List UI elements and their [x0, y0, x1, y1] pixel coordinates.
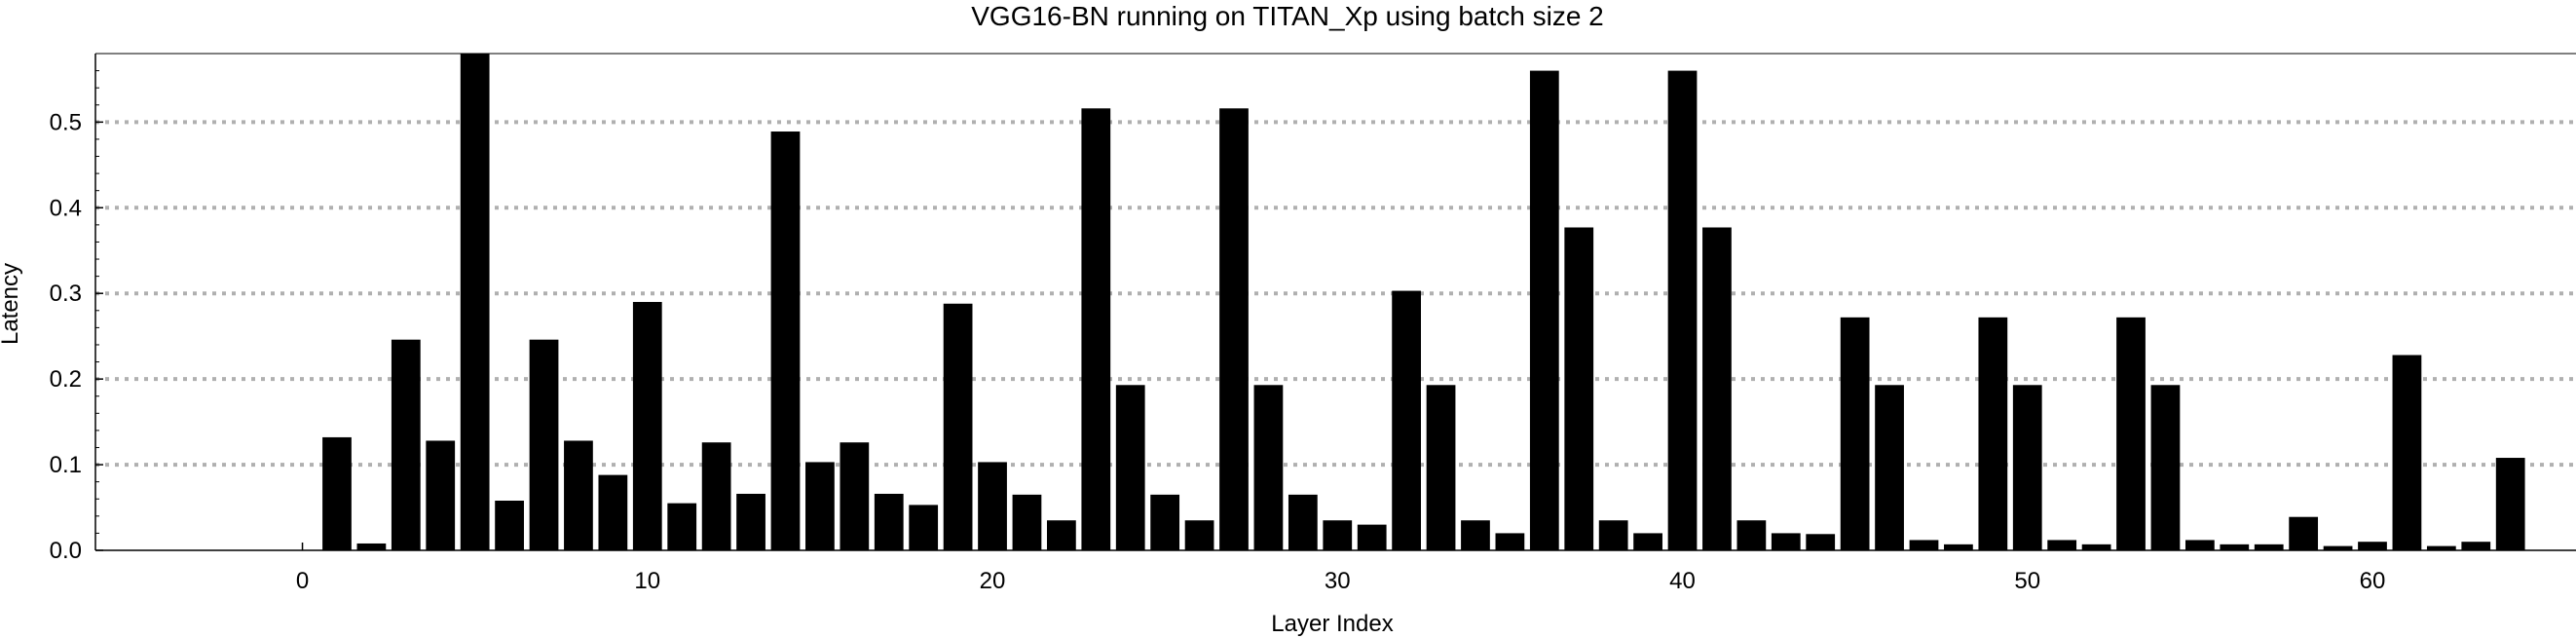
bar [701, 442, 731, 550]
y-tick-label: 0.5 [50, 109, 82, 135]
bar [874, 493, 904, 550]
bar [1495, 533, 1525, 550]
x-tick-label: 10 [634, 568, 660, 594]
bar [2495, 458, 2525, 550]
bar [495, 501, 524, 550]
x-tick-label: 30 [1325, 568, 1351, 594]
bar [1529, 70, 1559, 550]
y-tick-label: 0.3 [50, 281, 82, 307]
bar [1667, 70, 1698, 550]
bar [1012, 494, 1042, 550]
bar [1150, 494, 1180, 550]
bar [1598, 520, 1628, 550]
bar [1357, 524, 1387, 550]
bar [391, 339, 421, 550]
bar [1426, 385, 1456, 550]
bar [2150, 385, 2181, 550]
bar [736, 493, 765, 550]
tick-labels: 0.0 0.1 0.2 0.3 0.4 0.5 0 10 20 30 40 50 60 [50, 109, 2386, 594]
bar [1840, 317, 1870, 550]
x-tick-label: 40 [1669, 568, 1696, 594]
bar [909, 505, 939, 550]
bar [2461, 542, 2491, 550]
x-tick-label: 0 [296, 568, 309, 594]
bar [2184, 540, 2215, 550]
bar [2254, 544, 2284, 550]
bar [840, 442, 870, 550]
x-axis-label: Layer Index [1271, 611, 1393, 637]
bar [1219, 108, 1249, 550]
bar [460, 54, 490, 550]
bar [529, 339, 559, 550]
bar [805, 462, 835, 550]
bar [2392, 355, 2422, 550]
bar [598, 474, 628, 550]
bar [1461, 520, 1490, 550]
bar [564, 440, 593, 550]
bar [1806, 534, 1836, 550]
bar [1253, 385, 1284, 550]
bar [1909, 540, 1939, 550]
bar [1288, 494, 1318, 550]
bar [1115, 385, 1145, 550]
bar [1702, 227, 1732, 550]
bar [1046, 520, 1076, 550]
bar [1875, 385, 1904, 550]
bar [1633, 533, 1662, 550]
y-tick-label: 0.0 [50, 538, 82, 564]
bar [978, 462, 1007, 550]
bar [2116, 317, 2146, 550]
y-tick-label: 0.2 [50, 366, 82, 393]
bars [322, 54, 2525, 550]
bar [2047, 540, 2077, 550]
y-axis-label: Latency [0, 263, 23, 345]
bar [1392, 290, 1421, 550]
bar [770, 131, 801, 550]
bar [1184, 520, 1214, 550]
bar [667, 503, 697, 550]
bar [2323, 545, 2353, 550]
bar [1771, 533, 1801, 550]
x-tick-label: 60 [2360, 568, 2386, 594]
axes [94, 53, 2576, 551]
bar [2289, 516, 2319, 550]
chart-title: VGG16-BN running on TITAN_Xp using batch… [971, 1, 1604, 31]
bar [322, 436, 352, 550]
y-tick-label: 0.4 [50, 195, 82, 221]
bar [1736, 520, 1767, 550]
bar [426, 440, 456, 550]
bar [2012, 385, 2042, 550]
y-tick-label: 0.1 [50, 452, 82, 478]
bar [1978, 317, 2008, 550]
x-tick-label: 20 [980, 568, 1006, 594]
bar [1564, 227, 1594, 550]
bar [1081, 108, 1111, 550]
bar [943, 303, 973, 550]
bar [632, 302, 662, 550]
x-tick-label: 50 [2014, 568, 2040, 594]
